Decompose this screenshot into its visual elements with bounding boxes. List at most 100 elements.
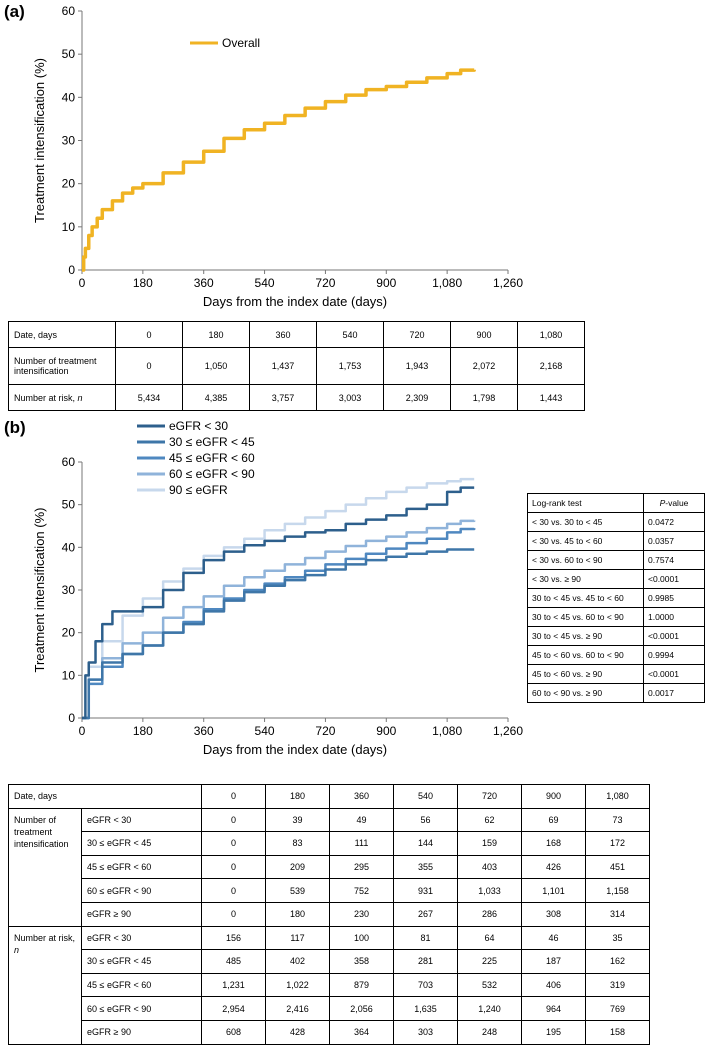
table-b-cell: 319	[585, 972, 650, 998]
legend-label: eGFR < 30	[169, 419, 228, 433]
x-tick-label: 720	[315, 724, 335, 738]
x-tick-label: 540	[255, 724, 275, 738]
table-a-cell: 180	[182, 321, 250, 348]
y-tick-label: 40	[62, 540, 76, 554]
logrank-comparison: < 30 vs. 30 to < 45	[527, 512, 644, 532]
series-line-0	[81, 68, 476, 272]
table-b: Date, days 0 180 360 540 720 900 1,080 N…	[8, 784, 650, 1045]
table-b-subgroup: 60 ≤ eGFR < 90	[81, 878, 202, 903]
table-b-cell: 403	[457, 854, 522, 880]
x-tick-label: 720	[315, 276, 335, 290]
table-b-cell: 180	[265, 901, 330, 927]
table-b-cell: 703	[393, 972, 458, 998]
logrank-comparison: < 30 vs. 60 to < 90	[527, 550, 644, 570]
table-b-cell: 156	[201, 925, 266, 951]
table-b-cell: 2,416	[265, 996, 330, 1021]
logrank-comparison: 30 to < 45 vs. 60 to < 90	[527, 607, 644, 627]
table-b-cell: 1,033	[457, 878, 522, 903]
table-b-cell: 0	[201, 807, 266, 833]
y-tick-label: 40	[62, 90, 76, 104]
table-b-cell: 2,954	[201, 996, 266, 1021]
table-a-cell: 540	[316, 321, 384, 348]
table-b-cell: 83	[265, 831, 330, 856]
series-line-1	[82, 548, 475, 720]
table-a-cell: 900	[450, 321, 518, 348]
y-tick-label: 20	[62, 177, 76, 191]
table-a-date-label: Date, days	[8, 321, 116, 348]
table-b-subgroup: eGFR ≥ 90	[81, 901, 202, 927]
y-tick-label: 30	[62, 134, 76, 148]
table-a-cell: 1,753	[316, 347, 384, 385]
legend-label: Overall	[222, 36, 260, 50]
table-b-date-label: Date, days	[8, 784, 202, 809]
p-italic: P	[659, 498, 666, 508]
table-b-cell: 931	[393, 878, 458, 903]
table-a-cell: 1,080	[517, 321, 585, 348]
logrank-row: < 30 vs. 60 to < 90 0.7574	[527, 550, 705, 570]
chart-a: 0 10 20 30 40 50 60 0 180 360 540 720 900 1,080 1,260 D…	[32, 4, 523, 309]
table-b-row: 60 ≤ eGFR < 90 0 539 752 931 1,033 1,101 1,158	[9, 878, 650, 903]
x-tick-label: 360	[194, 724, 214, 738]
y-tick-label: 50	[62, 498, 76, 512]
table-b-cell: 964	[521, 996, 586, 1021]
series-line-2	[82, 527, 476, 720]
logrank-header-p: P-value	[643, 493, 705, 513]
logrank-p-value: <0.0001	[643, 569, 705, 589]
table-b-date: 720	[457, 784, 522, 809]
logrank-table: Log-rank test P-value < 30 vs. 30 to < 4…	[527, 493, 705, 703]
table-b-cell: 0	[201, 831, 266, 856]
x-tick-label: 1,260	[493, 276, 523, 290]
logrank-header-test: Log-rank test	[527, 493, 644, 513]
table-b-row: eGFR ≥ 90 608 428 364 303 248 195 158	[9, 1019, 650, 1045]
x-tick-label: 0	[79, 724, 86, 738]
logrank-p-value: 0.0357	[643, 531, 705, 551]
at-risk-n: n	[77, 392, 83, 403]
table-b-cell: 2,056	[329, 996, 394, 1021]
table-b-cell: 0	[201, 878, 266, 903]
series-line-3	[82, 519, 476, 720]
table-b-cell: 428	[265, 1019, 330, 1045]
table-a-cell: 720	[383, 321, 451, 348]
table-a-cell: 4,385	[182, 384, 250, 411]
legend-label: 60 ≤ eGFR < 90	[169, 467, 255, 481]
table-b-cell: 56	[393, 807, 458, 833]
table-b-cell: 35	[585, 925, 650, 951]
table-b-cell: 539	[265, 878, 330, 903]
table-b-row: eGFR ≥ 90 0 180 230 267 286 308 314	[9, 901, 650, 927]
logrank-comparison: < 30 vs. 45 to < 60	[527, 531, 644, 551]
table-b-cell: 364	[329, 1019, 394, 1045]
x-tick-label: 540	[255, 276, 275, 290]
table-b-intensification-group: Number of treatment intensification	[8, 807, 82, 927]
series-line-4	[82, 477, 475, 720]
table-b-cell: 879	[329, 972, 394, 998]
table-b-row: 60 ≤ eGFR < 90 2,954 2,416 2,056 1,635 1,240 9…	[9, 996, 650, 1021]
x-axis-label: Days from the index date (days)	[203, 742, 387, 757]
table-b-cell: 286	[457, 901, 522, 927]
table-b-cell: 62	[457, 807, 522, 833]
y-tick-label: 10	[62, 220, 76, 234]
table-b-cell: 608	[201, 1019, 266, 1045]
table-b-cell: 159	[457, 831, 522, 856]
table-b-cell: 303	[393, 1019, 458, 1045]
logrank-comparison: 30 to < 45 vs. 45 to < 60	[527, 588, 644, 608]
table-b-cell: 0	[201, 854, 266, 880]
x-tick-label: 1,260	[493, 724, 523, 738]
logrank-p-value: 0.0017	[643, 683, 705, 703]
table-b-cell: 162	[585, 949, 650, 974]
chart-b: 0 10 20 30 40 50 60 0 180 360 540 720 900 1,080 1,260 D…	[32, 419, 523, 757]
table-b-cell: 81	[393, 925, 458, 951]
logrank-row: < 30 vs. 30 to < 45 0.0472	[527, 512, 705, 532]
y-tick-label: 60	[62, 455, 76, 469]
table-b-cell: 230	[329, 901, 394, 927]
table-b-cell: 295	[329, 854, 394, 880]
table-b-cell: 355	[393, 854, 458, 880]
table-b-cell: 1,635	[393, 996, 458, 1021]
legend-label: 90 ≤ eGFR	[169, 483, 228, 497]
table-b-cell: 1,240	[457, 996, 522, 1021]
table-b-cell: 314	[585, 901, 650, 927]
x-tick-label: 900	[376, 724, 396, 738]
table-b-cell: 100	[329, 925, 394, 951]
logrank-p-value: 0.9985	[643, 588, 705, 608]
table-b-cell: 451	[585, 854, 650, 880]
table-b-cell: 426	[521, 854, 586, 880]
